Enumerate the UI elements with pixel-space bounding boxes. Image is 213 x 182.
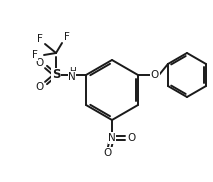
Text: F: F	[37, 34, 43, 44]
Text: N: N	[68, 72, 76, 82]
Text: O: O	[104, 148, 112, 158]
Text: O: O	[35, 82, 43, 92]
Text: F: F	[64, 32, 70, 42]
Text: O: O	[35, 58, 43, 68]
Text: H: H	[69, 68, 75, 76]
Text: S: S	[52, 68, 60, 82]
Text: O: O	[151, 70, 159, 80]
Text: N: N	[108, 133, 116, 143]
Text: O: O	[127, 133, 135, 143]
Text: F: F	[32, 50, 38, 60]
